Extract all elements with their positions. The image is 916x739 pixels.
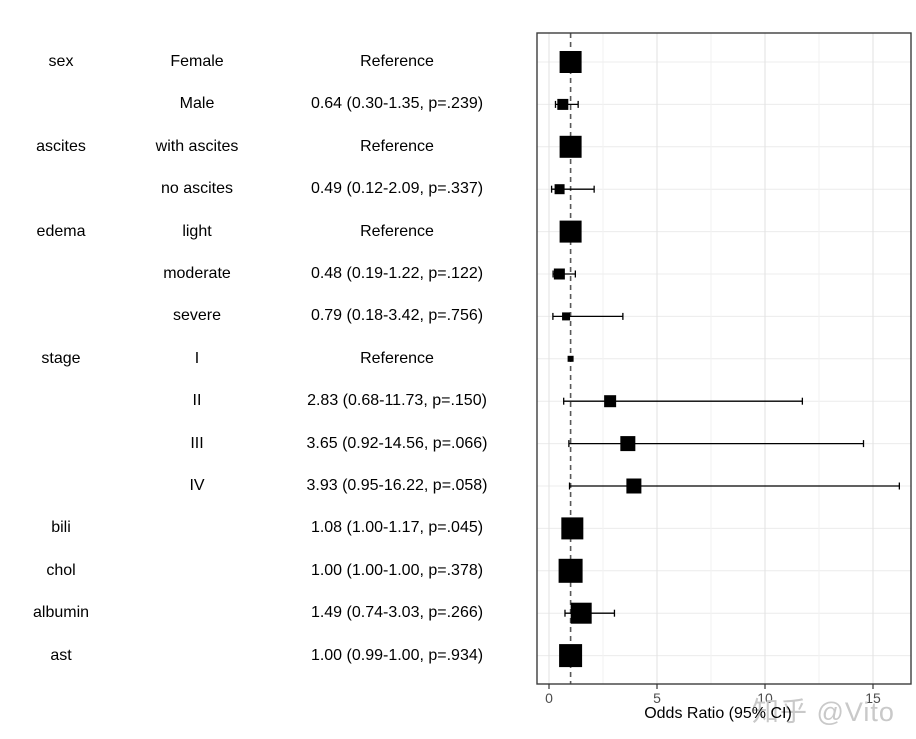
estimate-label: 3.65 (0.92-14.56, p=.066) — [306, 434, 488, 452]
watermark: 知乎 @Vito — [752, 697, 895, 727]
variable-label: sex — [48, 53, 74, 70]
or-marker — [626, 478, 642, 494]
estimate-label: 3.93 (0.95-16.22, p=.058) — [306, 477, 488, 494]
variable-label: bili — [51, 519, 71, 537]
or-marker — [562, 312, 571, 321]
estimate-label: 0.48 (0.19-1.22, p=.122) — [310, 265, 484, 282]
estimate-label: 1.00 (1.00-1.00, p=.378) — [310, 561, 484, 579]
estimate-label: 1.00 (0.99-1.00, p=.934) — [310, 646, 484, 664]
level-label: I — [194, 349, 200, 367]
level-label: Female — [170, 53, 224, 70]
x-axis-title: Odds Ratio (95% CI) — [644, 705, 792, 722]
or-marker — [558, 558, 583, 583]
estimate-label: 2.83 (0.68-11.73, p=.150) — [307, 392, 487, 410]
estimate-label: 0.79 (0.18-3.42, p=.756) — [310, 307, 484, 325]
estimate-label: Reference — [360, 53, 434, 70]
panel-border — [536, 32, 912, 685]
level-label: III — [190, 434, 204, 452]
estimate-label: 0.49 (0.12-2.09, p=.337) — [310, 180, 484, 198]
estimate-label: Reference — [360, 349, 434, 367]
level-label: moderate — [163, 265, 231, 282]
x-tick-label: 10 — [757, 690, 773, 706]
x-tick-label: 15 — [865, 690, 881, 706]
level-label: II — [192, 392, 202, 410]
estimate-label: 1.08 (1.00-1.17, p=.045) — [310, 519, 484, 537]
variable-label: edema — [36, 222, 86, 240]
variable-label: ast — [50, 646, 72, 664]
or-marker — [604, 395, 617, 408]
or-marker — [553, 268, 565, 280]
or-marker — [559, 51, 582, 73]
estimate-label: Reference — [360, 222, 434, 240]
level-label: no ascites — [160, 180, 234, 198]
estimate-label: 0.64 (0.30-1.35, p=.239) — [310, 95, 484, 113]
estimate-label: Reference — [360, 137, 434, 155]
variable-label: ascites — [36, 137, 86, 155]
or-marker — [561, 517, 584, 540]
level-label: Male — [179, 95, 215, 113]
or-marker — [620, 436, 636, 452]
or-marker — [559, 644, 583, 668]
variable-label: stage — [41, 349, 81, 367]
or-marker — [559, 220, 582, 243]
or-marker — [554, 184, 565, 195]
x-tick-label: 5 — [653, 690, 661, 706]
or-marker — [559, 135, 582, 158]
x-tick-label: 0 — [545, 690, 553, 706]
or-marker — [557, 98, 569, 110]
level-label: IV — [189, 477, 205, 494]
or-marker — [570, 602, 592, 624]
level-label: light — [182, 222, 212, 240]
variable-label: chol — [46, 561, 76, 579]
level-label: severe — [172, 307, 222, 325]
level-label: with ascites — [155, 137, 239, 155]
or-marker — [567, 355, 574, 362]
variable-label: albumin — [32, 604, 90, 622]
estimate-label: 1.49 (0.74-3.03, p=.266) — [310, 604, 484, 622]
